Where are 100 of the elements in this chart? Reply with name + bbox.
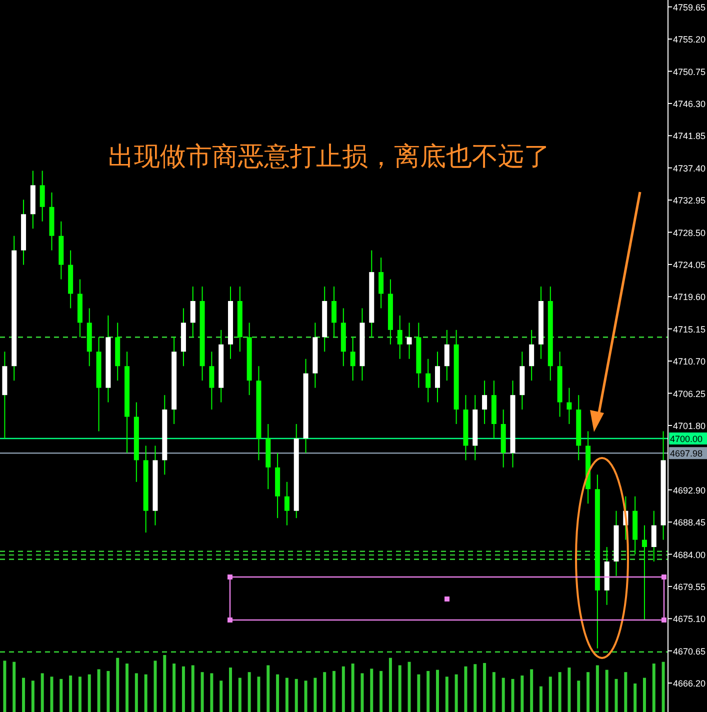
bar xyxy=(483,662,486,712)
candlestick xyxy=(529,329,534,382)
bar xyxy=(116,658,120,712)
bar xyxy=(558,672,562,712)
y-tick-label: 4750.75 xyxy=(673,66,706,77)
bar xyxy=(78,676,82,712)
bar xyxy=(229,668,232,712)
bar xyxy=(88,674,91,712)
bar xyxy=(60,678,63,712)
bar xyxy=(652,664,656,712)
bar xyxy=(360,673,364,712)
y-tick-label: 4688.45 xyxy=(673,518,706,528)
bar xyxy=(596,665,599,712)
bar xyxy=(370,668,374,712)
candlestick xyxy=(651,510,656,562)
bar xyxy=(172,664,176,712)
bar xyxy=(398,665,402,712)
bar xyxy=(577,680,580,712)
bar xyxy=(445,676,448,712)
bar xyxy=(144,674,148,712)
candlestick xyxy=(190,286,196,338)
bar xyxy=(474,664,477,712)
bar xyxy=(210,673,214,712)
y-tick-label: 4670.65 xyxy=(673,646,706,656)
bar xyxy=(248,672,251,712)
bar xyxy=(3,660,6,712)
candlestick xyxy=(378,257,384,309)
bar xyxy=(511,678,514,712)
bar xyxy=(323,672,326,712)
y-tick-label: 4737.40 xyxy=(673,163,706,174)
bar xyxy=(31,680,34,712)
y-tick-label: 4741.85 xyxy=(673,131,706,142)
candlestick xyxy=(444,329,450,382)
candlestick xyxy=(434,351,440,403)
bar xyxy=(464,666,468,712)
bar xyxy=(69,676,72,712)
bar xyxy=(388,658,392,712)
bar xyxy=(200,672,204,712)
bar xyxy=(163,655,166,712)
y-tick-label: 4666.20 xyxy=(673,678,706,689)
bar xyxy=(605,670,608,712)
bar xyxy=(12,662,16,712)
y-tick-label: 4701.80 xyxy=(673,420,706,431)
candlestick xyxy=(284,481,290,526)
y-tick-label: 4732.95 xyxy=(673,196,706,206)
ref-line-label: 4700.00 xyxy=(670,434,703,444)
bar xyxy=(294,678,298,712)
bar xyxy=(548,676,552,712)
bar xyxy=(106,670,110,712)
y-tick-label: 4746.30 xyxy=(673,98,706,109)
candlestick xyxy=(566,387,572,425)
candlestick xyxy=(40,170,45,222)
bar xyxy=(134,673,138,712)
bar xyxy=(342,666,345,712)
bar xyxy=(492,672,496,712)
bar xyxy=(40,673,44,712)
bar xyxy=(614,678,618,712)
bar xyxy=(191,665,194,712)
bar xyxy=(50,676,54,712)
bar xyxy=(154,660,157,712)
bar xyxy=(22,678,26,712)
bar xyxy=(314,678,317,712)
bar xyxy=(266,665,270,712)
annotation: 出现做市商恶意打止损，离底也不远了 xyxy=(108,142,550,172)
bar xyxy=(520,676,524,712)
y-tick-label: 4719.60 xyxy=(673,292,706,302)
bar xyxy=(408,662,411,712)
y-tick-label: 4759.65 xyxy=(673,2,706,12)
bar xyxy=(220,680,223,712)
bar xyxy=(276,674,280,712)
y-tick-label: 4710.70 xyxy=(673,356,706,367)
bar xyxy=(662,662,665,712)
bar xyxy=(454,674,458,712)
bar xyxy=(257,676,260,712)
candlestick xyxy=(426,358,431,403)
y-tick-label: 4684.00 xyxy=(673,550,706,560)
bar xyxy=(332,670,336,712)
bar xyxy=(586,672,590,712)
y-tick-label: 4728.50 xyxy=(673,228,706,238)
candlestick xyxy=(406,322,412,360)
y-tick-label: 4715.15 xyxy=(673,324,706,334)
y-tick-label: 4692.90 xyxy=(673,485,706,496)
bar xyxy=(182,666,185,712)
bar xyxy=(426,670,430,712)
bar xyxy=(502,678,505,712)
bar xyxy=(624,672,628,712)
bar xyxy=(126,664,129,712)
bar xyxy=(417,674,420,712)
ref-line-label: 4697.98 xyxy=(670,448,703,459)
bar xyxy=(634,684,637,712)
bar xyxy=(285,678,288,712)
y-tick-label: 4679.55 xyxy=(673,582,706,592)
candlestick xyxy=(482,380,488,425)
bar xyxy=(530,669,534,712)
bar xyxy=(380,670,383,712)
bar xyxy=(539,686,542,712)
candlestick xyxy=(642,524,647,620)
y-tick-label: 4724.05 xyxy=(673,260,706,270)
candlestick xyxy=(332,286,336,338)
bar xyxy=(568,668,571,712)
